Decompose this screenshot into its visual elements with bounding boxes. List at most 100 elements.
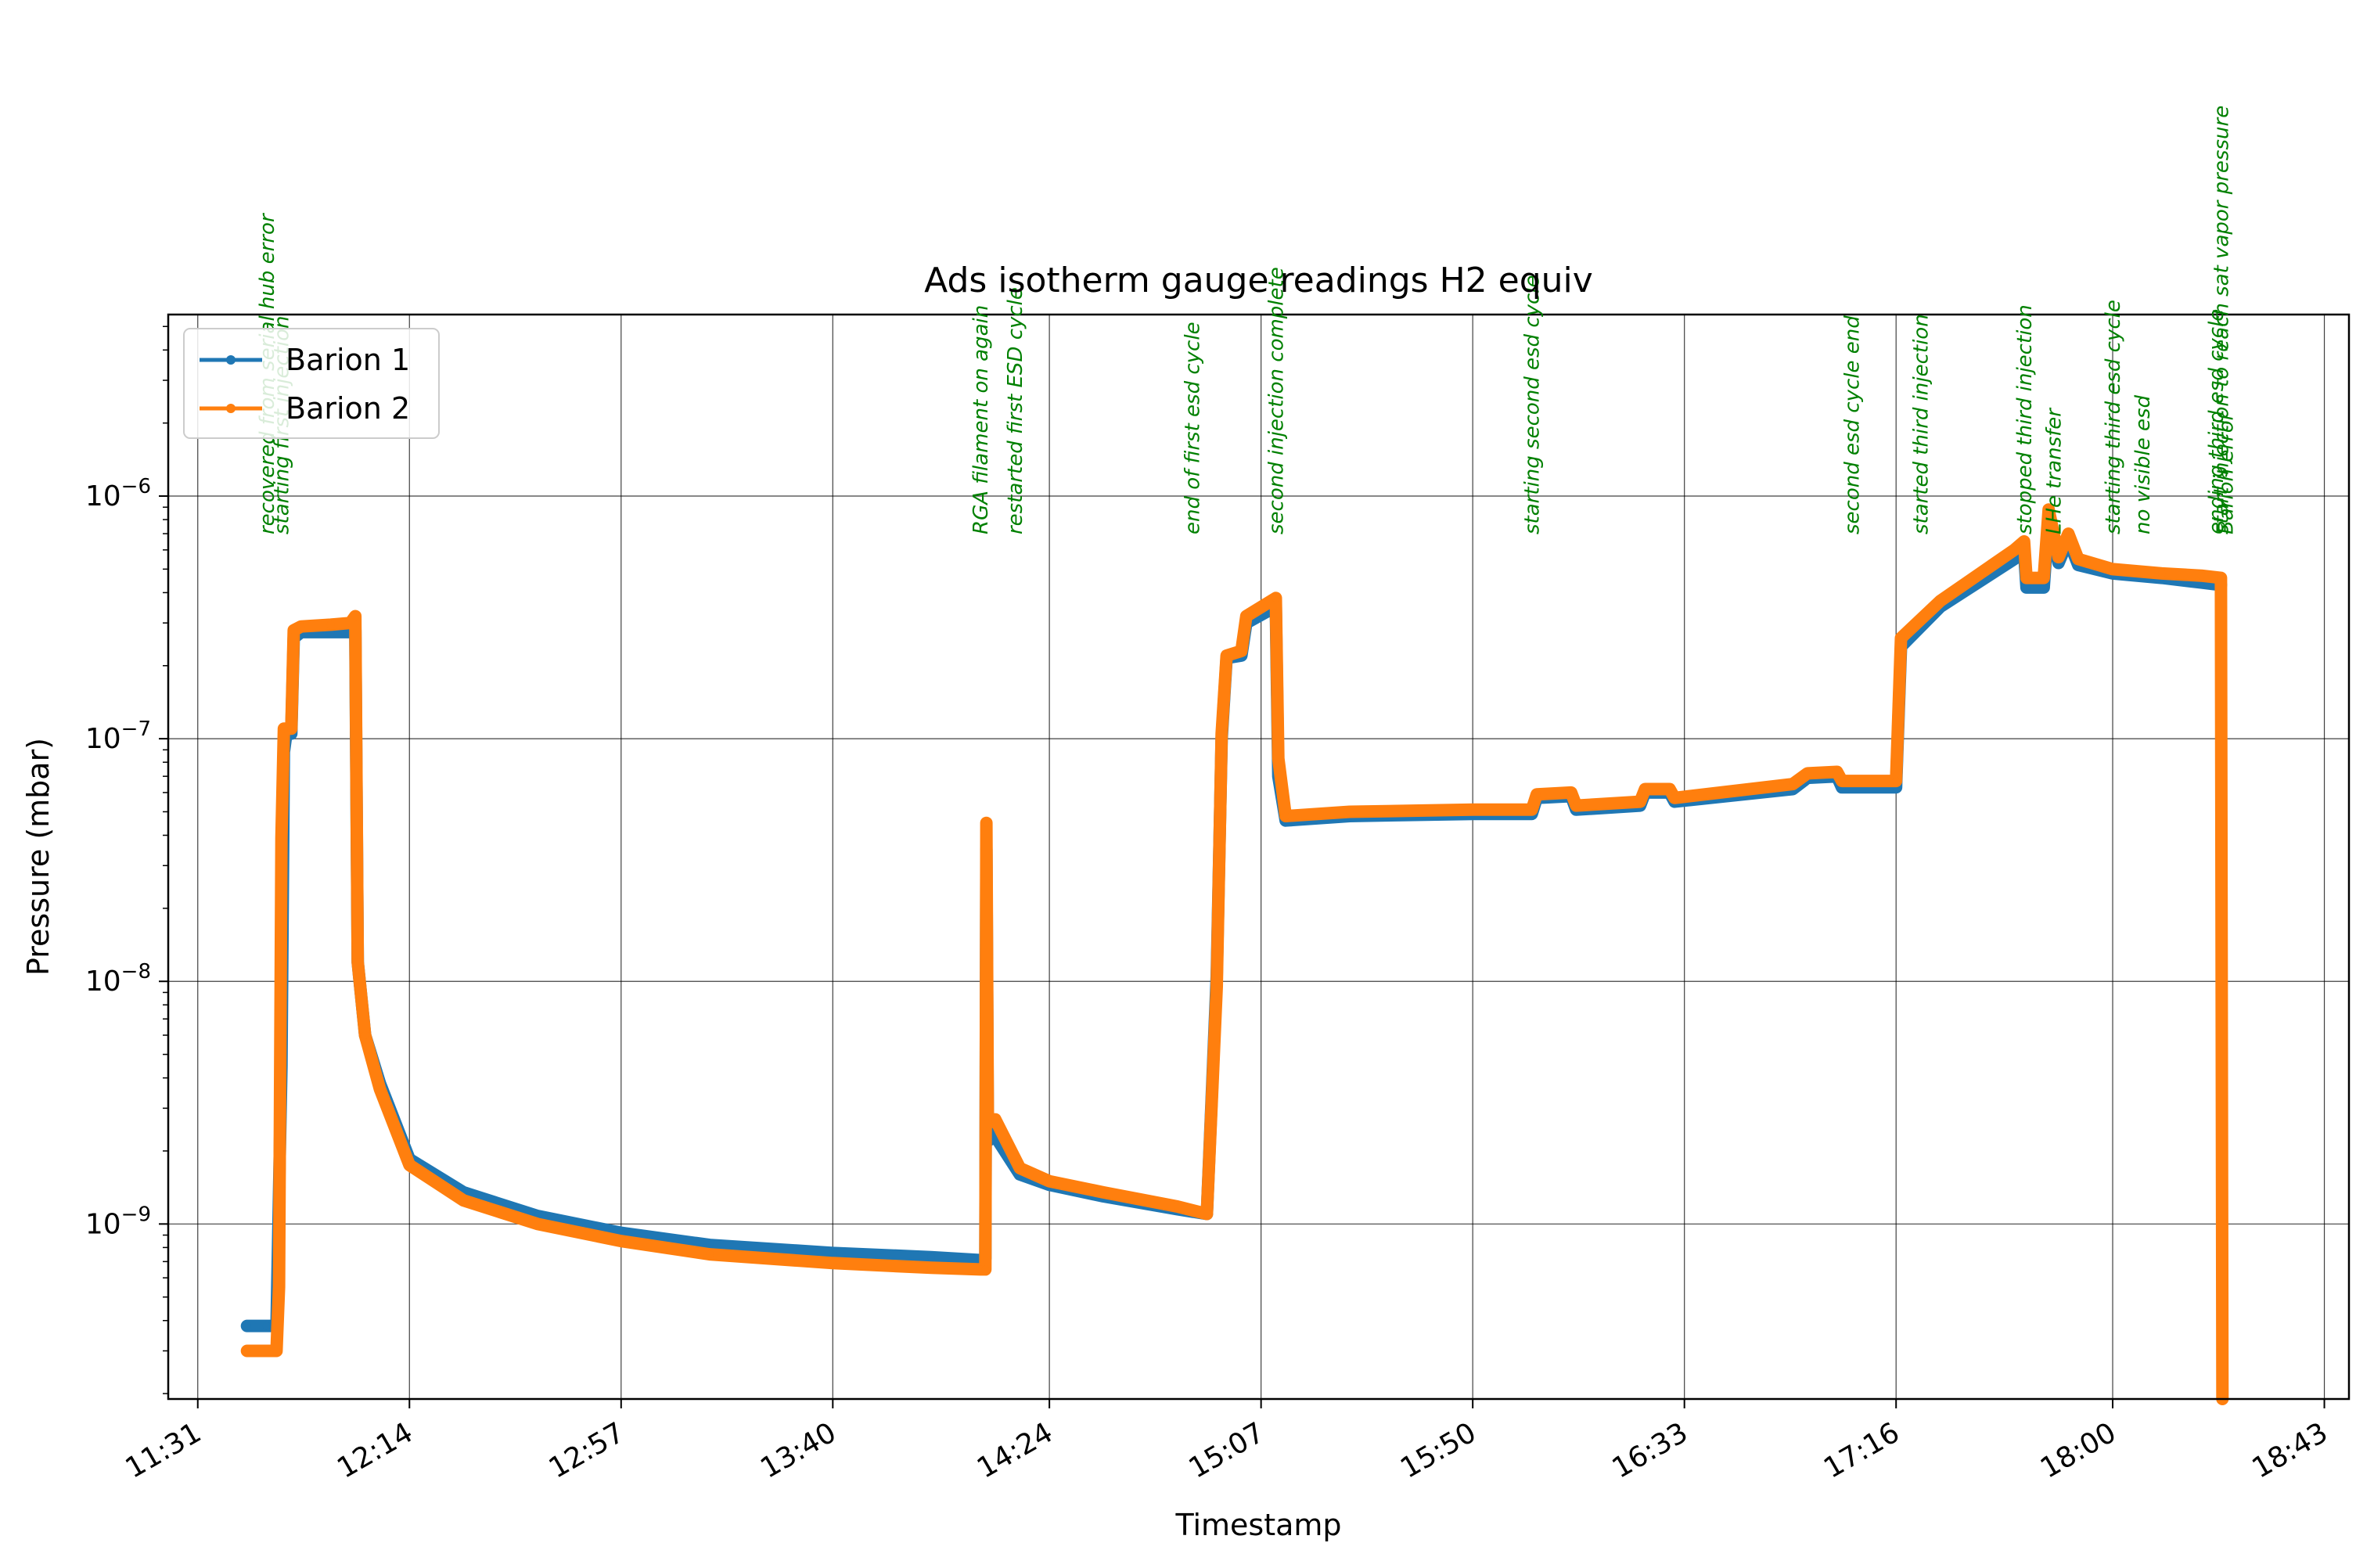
event-annotation: stopped third injection (2013, 304, 2037, 534)
event-annotation: start injection to reach sat vapor press… (2210, 106, 2233, 534)
data-point (1237, 647, 1246, 655)
data-point (829, 1259, 837, 1268)
data-point (2197, 571, 2206, 580)
data-point (346, 619, 354, 628)
legend-label: Barion 1 (286, 343, 410, 377)
y-tick-base: 10 (85, 723, 121, 755)
event-annotation: second esd cycle end (1841, 315, 1865, 534)
data-point (1242, 612, 1250, 620)
data-point (2039, 583, 2048, 592)
event-annotation: Barion error (2215, 410, 2239, 534)
data-point (927, 1264, 936, 1272)
data-point (297, 622, 305, 631)
event-annotation: no visible esd (2131, 394, 2155, 534)
plot-frame (167, 313, 2351, 1401)
data-point (354, 958, 362, 966)
data-point (1272, 594, 1280, 602)
data-point (706, 1250, 714, 1259)
data-point (351, 612, 360, 620)
event-annotation: LHe transfer (2043, 407, 2066, 534)
data-point (1099, 1188, 1108, 1196)
legend-swatch-marker (226, 355, 236, 365)
data-point (1804, 769, 1811, 778)
series-line (240, 503, 2229, 1405)
data-point (290, 626, 298, 635)
data-point (1218, 729, 1226, 738)
data-point (243, 1347, 251, 1355)
data-point (287, 725, 296, 733)
data-point (405, 1161, 414, 1169)
data-point (279, 725, 288, 733)
series-2 (240, 503, 2229, 1405)
data-point (277, 833, 286, 842)
data-point (617, 1237, 625, 1246)
data-point (262, 1347, 271, 1355)
data-point (243, 1322, 251, 1330)
event-annotation: started third injection (1910, 314, 1933, 534)
data-point (2074, 555, 2082, 563)
data-point (2039, 574, 2048, 582)
data-point (1641, 785, 1649, 793)
event-annotation: end of first esd cycle (1182, 322, 1205, 534)
data-point (981, 1265, 990, 1274)
data-point (829, 1249, 837, 1257)
data-point (2045, 505, 2053, 514)
data-point (982, 818, 991, 827)
chart-title: Ads isotherm gauge readings H2 equiv (924, 261, 1593, 300)
data-point (1897, 634, 1905, 642)
data-point (376, 1084, 384, 1093)
data-point (272, 1347, 281, 1355)
series-layer (240, 503, 2229, 1405)
data-point (1222, 651, 1231, 660)
data-point (533, 1220, 541, 1228)
y-tick-label: 10−9 (85, 1203, 151, 1240)
y-tick-label: 10−8 (85, 960, 151, 998)
data-point (2157, 569, 2166, 577)
data-point (1789, 780, 1797, 789)
data-point (1016, 1163, 1024, 1172)
data-point (1213, 983, 1221, 991)
data-point (2010, 545, 2019, 554)
y-tick-base: 10 (85, 966, 121, 998)
data-point (2020, 538, 2028, 545)
y-tick-base: 10 (85, 1208, 121, 1240)
data-point (2109, 565, 2117, 574)
legend-box (183, 328, 440, 439)
data-point (1345, 807, 1354, 816)
data-point (2022, 574, 2030, 582)
data-point (1274, 754, 1282, 763)
grid (168, 315, 2349, 1399)
data-point (326, 620, 335, 629)
data-point (2054, 553, 2063, 562)
data-point (262, 1322, 271, 1330)
legend-label: Barion 2 (286, 391, 410, 426)
y-tick-exponent: −7 (121, 717, 151, 741)
data-point (459, 1196, 468, 1205)
y-tick-exponent: −9 (121, 1203, 151, 1226)
x-axis-label: Timestamp (1174, 1508, 1341, 1542)
data-point (2022, 583, 2030, 592)
data-point (275, 1282, 283, 1291)
legend: Barion 1 Barion 2 (183, 328, 440, 439)
data-point (1533, 790, 1541, 799)
y-tick-base: 10 (85, 480, 121, 512)
data-point (706, 1241, 714, 1250)
data-point (1838, 777, 1846, 786)
data-point (927, 1253, 936, 1261)
data-point (1833, 768, 1841, 776)
data-point (1527, 805, 1536, 814)
data-point (1469, 805, 1477, 814)
legend-swatch-marker (226, 404, 236, 413)
data-point (361, 1031, 369, 1039)
data-point (1203, 1210, 1211, 1218)
event-annotation: starting third esd cycle (2102, 300, 2125, 534)
data-point (991, 1115, 999, 1124)
event-annotation: second injection complete (1265, 267, 1289, 534)
data-point (2217, 574, 2225, 582)
event-annotation: ending third esd cycle (2205, 309, 2228, 534)
event-annotation: restarted first ESD cycle (1004, 287, 1027, 534)
data-point (1567, 788, 1575, 797)
